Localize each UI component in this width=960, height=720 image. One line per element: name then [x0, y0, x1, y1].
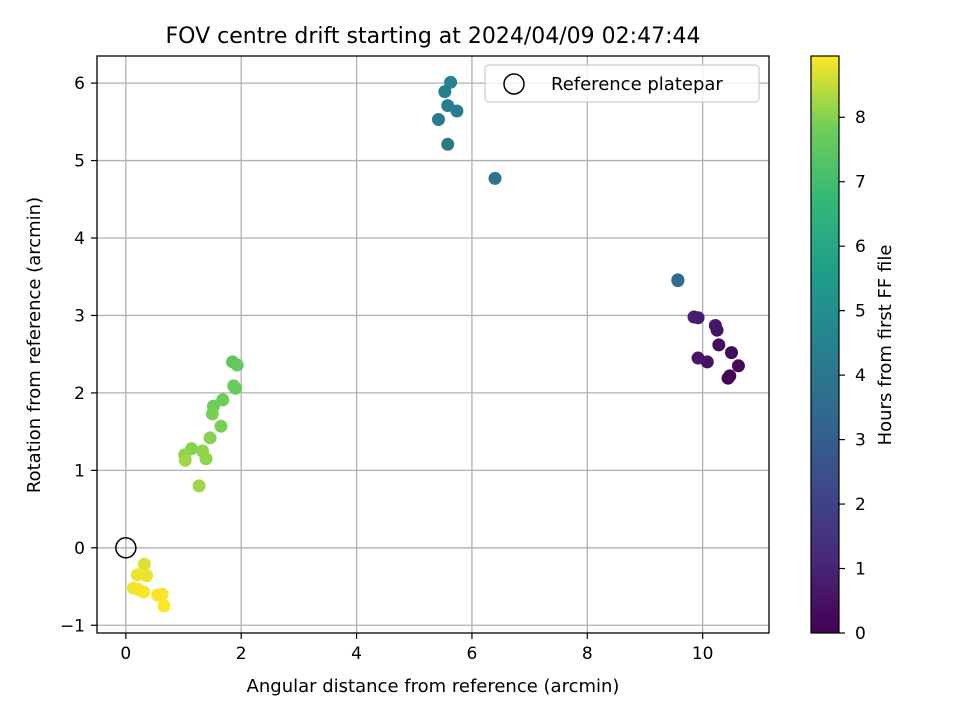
x-tick-label: 0: [120, 644, 131, 664]
colorbar-tick-label: 8: [855, 108, 866, 128]
x-tick-label: 2: [236, 644, 247, 664]
data-point: [137, 557, 151, 571]
x-tick-label: 10: [692, 644, 714, 664]
colorbar-tick-label: 7: [855, 173, 866, 193]
y-tick-label: 5: [74, 152, 85, 172]
y-tick-label: 0: [74, 539, 85, 559]
x-tick-label: 6: [467, 644, 478, 664]
colorbar-frame: [810, 55, 840, 634]
plot-frame: [96, 55, 770, 634]
colorbar: 0 1 2 3 4 5 6 7 8 Hours from first FF file: [810, 55, 896, 644]
data-point: [438, 85, 452, 99]
y-tick-label: 6: [74, 74, 85, 94]
colorbar-tick-label: 1: [855, 560, 866, 580]
data-point: [178, 453, 192, 467]
data-point: [444, 75, 458, 89]
y-tick-label: 4: [74, 229, 85, 249]
y-ticks: −1 0 1 2 3 4 5 6: [60, 74, 97, 636]
data-point: [230, 358, 244, 372]
data-point: [671, 273, 685, 287]
data-point: [216, 393, 230, 407]
y-tick-label: −1: [60, 616, 85, 636]
colorbar-tick-label: 3: [855, 431, 866, 451]
data-point: [450, 104, 464, 118]
data-point: [140, 569, 154, 583]
data-point: [155, 587, 169, 601]
data-point: [710, 323, 724, 337]
y-tick-label: 2: [74, 384, 85, 404]
data-point: [691, 311, 705, 325]
data-point: [731, 359, 745, 373]
colorbar-tick-label: 6: [855, 237, 866, 257]
reference-platepar-marker: [115, 537, 137, 559]
y-tick-label: 3: [74, 306, 85, 326]
data-point: [691, 351, 705, 365]
colorbar-gradient: [811, 56, 839, 633]
data-points: [126, 75, 745, 613]
data-point: [137, 585, 151, 599]
data-point: [157, 599, 171, 613]
chart-title: FOV centre drift starting at 2024/04/09 …: [166, 24, 701, 49]
y-axis-label: Rotation from reference (arcmin): [24, 197, 45, 493]
x-axis-label: Angular distance from reference (arcmin): [247, 676, 620, 697]
colorbar-ticks: 0 1 2 3 4 5 6 7 8: [839, 108, 866, 644]
y-tick-label: 1: [74, 461, 85, 481]
data-point: [712, 338, 726, 352]
data-point: [214, 419, 228, 433]
x-tick-label: 4: [351, 644, 362, 664]
grid: [97, 56, 769, 633]
data-point: [205, 407, 219, 421]
data-point: [431, 113, 445, 127]
legend-entry-reference: Reference platepar: [551, 74, 723, 95]
data-point: [725, 346, 739, 360]
data-point: [199, 452, 213, 466]
legend-box: [484, 64, 760, 103]
data-point: [488, 171, 502, 185]
colorbar-tick-label: 0: [855, 624, 866, 644]
data-point: [228, 381, 242, 395]
data-point: [441, 137, 455, 151]
colorbar-label: Hours from first FF file: [875, 245, 896, 446]
x-ticks: 0 2 4 6 8 10: [120, 633, 713, 664]
data-point: [723, 369, 737, 383]
data-point: [192, 479, 206, 493]
colorbar-tick-label: 5: [855, 302, 866, 322]
x-tick-label: 8: [582, 644, 593, 664]
colorbar-tick-label: 4: [855, 366, 866, 386]
legend-reference-marker: [503, 73, 525, 95]
data-point: [203, 431, 217, 445]
legend: Reference platepar: [484, 64, 760, 103]
colorbar-tick-label: 2: [855, 495, 866, 515]
reference-marker-group: [115, 537, 137, 559]
